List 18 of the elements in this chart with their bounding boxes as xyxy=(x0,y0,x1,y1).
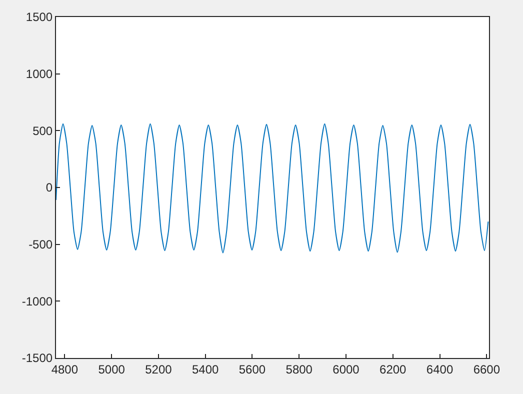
x-tick-label: 5200 xyxy=(145,362,172,376)
x-tick-label: 5800 xyxy=(286,362,313,376)
x-tick-label: 5000 xyxy=(98,362,126,376)
y-tick-label: 1500 xyxy=(26,10,53,24)
x-tick-label: 6400 xyxy=(426,362,454,376)
y-tick-label: 500 xyxy=(32,124,53,138)
y-tick-label: 0 xyxy=(46,180,53,195)
line-series xyxy=(56,123,489,254)
x-tick-label: 6000 xyxy=(332,362,360,376)
x-tick-label: 5400 xyxy=(192,362,219,376)
x-tick-label: 4800 xyxy=(51,362,78,376)
y-tick-label: -1500 xyxy=(22,351,53,366)
x-tick-label: 5600 xyxy=(238,362,266,376)
y-tick-label: -1000 xyxy=(22,294,53,308)
x-tick-label: 6200 xyxy=(380,362,407,376)
y-tick-label: 1000 xyxy=(26,67,53,82)
y-tick-label: -500 xyxy=(28,238,53,252)
x-tick-label: 6600 xyxy=(473,362,500,376)
